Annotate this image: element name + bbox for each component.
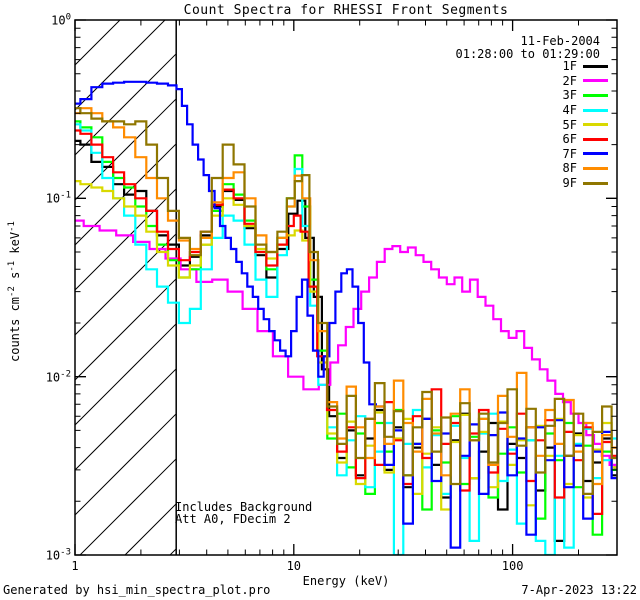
legend-color-line	[583, 166, 608, 170]
legend-label: 2F	[562, 73, 577, 88]
legend-color-line	[583, 108, 608, 112]
legend-color-line	[583, 79, 608, 83]
legend-entry-5F: 5F	[563, 117, 608, 132]
x-axis-label: Energy (keV)	[302, 574, 390, 588]
annotation-attenuator-state: Att A0, FDecim 2	[175, 512, 291, 526]
x-tick-label: 10	[286, 559, 302, 573]
legend-entry-6F: 6F	[563, 132, 608, 147]
legend-label: 9F	[562, 176, 577, 191]
minor-ticks	[75, 20, 618, 555]
y-axis-label: counts cm-2 s-1 keV-1	[7, 221, 22, 362]
legend-color-line	[583, 152, 608, 156]
legend-entry-2F: 2F	[563, 74, 608, 89]
legend-label: 5F	[562, 117, 577, 132]
legend-entry-7F: 7F	[563, 147, 608, 162]
legend-color-line	[583, 123, 608, 127]
series-9F	[75, 107, 617, 495]
legend-color-line	[583, 181, 608, 185]
legend-entry-8F: 8F	[563, 161, 608, 176]
legend-label: 4F	[562, 103, 577, 118]
y-tick-label: 10-2	[45, 369, 71, 385]
y-tick-label: 10-1	[45, 190, 71, 206]
legend-label: 8F	[562, 161, 577, 176]
legend-label: 7F	[562, 146, 577, 161]
legend-color-line	[583, 93, 608, 97]
series-2F	[75, 219, 617, 471]
legend-label: 6F	[562, 132, 577, 147]
observation-time-range: 01:28:00 to 01:29:00	[455, 47, 601, 61]
legend: 1F 2F 3F 4F 5F 6F 7F 8F 9F	[563, 59, 608, 190]
y-tick-label: 10-3	[45, 547, 71, 563]
render-timestamp: 7-Apr-2023 13:22	[521, 583, 637, 597]
legend-label: 1F	[562, 59, 577, 74]
observation-date: 11-Feb-2004	[520, 34, 600, 48]
legend-entry-4F: 4F	[563, 103, 608, 118]
legend-entry-1F: 1F	[563, 59, 608, 74]
page-title: Count Spectra for RHESSI Front Segments	[183, 3, 509, 18]
legend-entry-3F: 3F	[563, 88, 608, 103]
x-tick-label: 1	[71, 559, 79, 573]
y-tick-label: 100	[51, 12, 71, 28]
plot-frame	[74, 19, 618, 556]
annotation-includes-background: Includes Background	[175, 500, 313, 514]
major-ticks	[74, 19, 617, 556]
legend-entry-9F: 9F	[563, 176, 608, 191]
generator-credit: Generated by hsi_min_spectra_plot.pro	[3, 583, 271, 597]
hatch-region	[75, 20, 177, 555]
x-tick-label: 100	[501, 559, 524, 573]
legend-label: 3F	[562, 88, 577, 103]
legend-color-line	[583, 137, 608, 141]
legend-color-line	[583, 64, 608, 68]
